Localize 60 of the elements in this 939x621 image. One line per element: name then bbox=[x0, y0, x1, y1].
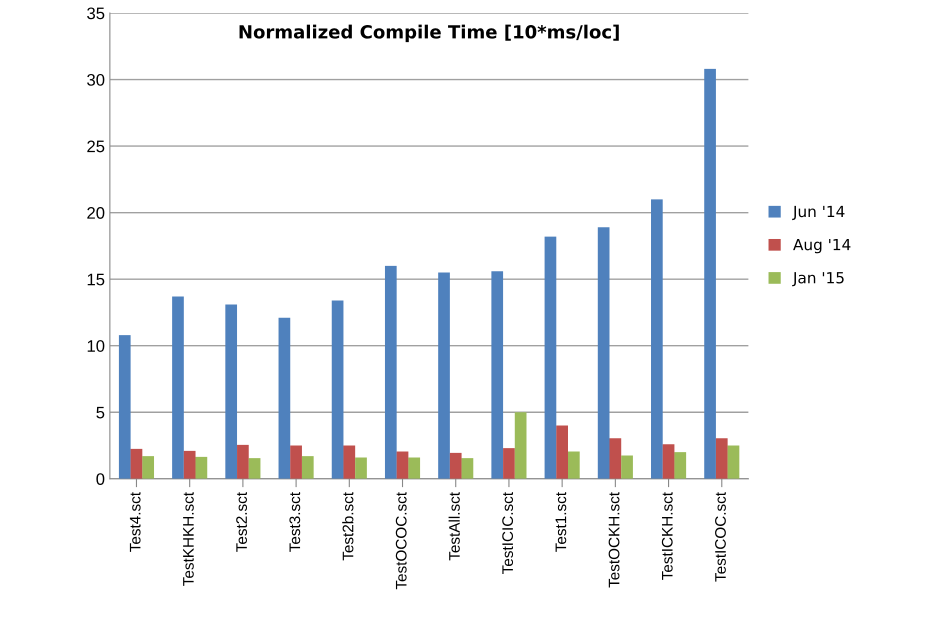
y-tick-label: 10 bbox=[88, 340, 104, 352]
x-tick-label: Test3.sct bbox=[289, 492, 300, 552]
bar bbox=[248, 458, 260, 479]
x-tick-label: Test2b.sct bbox=[342, 492, 354, 560]
x-tick-label: TestOCKH.sct bbox=[608, 492, 620, 588]
x-tick-label: TestOCOC.sct bbox=[396, 492, 407, 590]
bar bbox=[343, 446, 356, 479]
x-tick-label: TestICIC.sct bbox=[502, 492, 514, 574]
legend-label: Jun '14 bbox=[792, 206, 844, 220]
bar bbox=[196, 456, 208, 479]
bar bbox=[172, 296, 184, 479]
bar bbox=[621, 456, 633, 479]
bar bbox=[556, 426, 568, 479]
bar bbox=[225, 304, 238, 479]
bar bbox=[662, 444, 674, 479]
bar bbox=[408, 458, 420, 479]
bar bbox=[716, 438, 728, 479]
bar bbox=[598, 227, 610, 479]
bar bbox=[610, 438, 622, 479]
y-tick-label: 30 bbox=[87, 74, 104, 86]
bar bbox=[514, 412, 526, 479]
bar bbox=[290, 446, 302, 479]
y-tick-label: 0 bbox=[96, 473, 104, 485]
bar bbox=[332, 300, 344, 479]
bar bbox=[491, 271, 504, 479]
legend-label: Aug '14 bbox=[793, 238, 850, 254]
bar bbox=[396, 452, 408, 479]
x-tick-label: TestICKH.sct bbox=[662, 492, 673, 580]
y-tick-label: 20 bbox=[87, 207, 104, 219]
y-tick-label: 5 bbox=[96, 406, 104, 418]
bar bbox=[278, 318, 290, 479]
x-tick-label: Test1.sct bbox=[556, 492, 566, 552]
x-tick-label: TestAll.sct bbox=[448, 492, 460, 560]
x-tick-label: TestKHKH.sct bbox=[183, 492, 194, 586]
bar bbox=[118, 335, 131, 479]
legend-label: Jan '15 bbox=[792, 272, 844, 286]
x-tick-label: TestICOC.sct bbox=[715, 492, 726, 582]
bar bbox=[462, 458, 474, 479]
bar bbox=[355, 458, 367, 479]
bar bbox=[142, 456, 154, 479]
x-tick-label: Test2.sct bbox=[236, 492, 247, 552]
bar bbox=[237, 444, 249, 479]
x-tick-label: Test4.sct bbox=[130, 492, 141, 552]
bar bbox=[544, 236, 556, 479]
y-tick-label: 35 bbox=[87, 7, 104, 20]
text: Normalized Compile Time [10*ms/loc] bbox=[240, 24, 619, 42]
bar bbox=[568, 452, 580, 479]
bar bbox=[450, 452, 462, 479]
bar bbox=[651, 199, 663, 479]
bar bbox=[302, 456, 314, 479]
bar bbox=[674, 452, 686, 479]
y-tick-label: 15 bbox=[88, 274, 104, 286]
bar bbox=[130, 448, 142, 479]
y-tick-label: 25 bbox=[87, 140, 104, 152]
bar bbox=[728, 446, 740, 479]
bar bbox=[438, 272, 450, 479]
bar bbox=[503, 448, 515, 479]
bar bbox=[184, 450, 196, 479]
bar bbox=[384, 266, 397, 479]
bar bbox=[704, 68, 716, 479]
